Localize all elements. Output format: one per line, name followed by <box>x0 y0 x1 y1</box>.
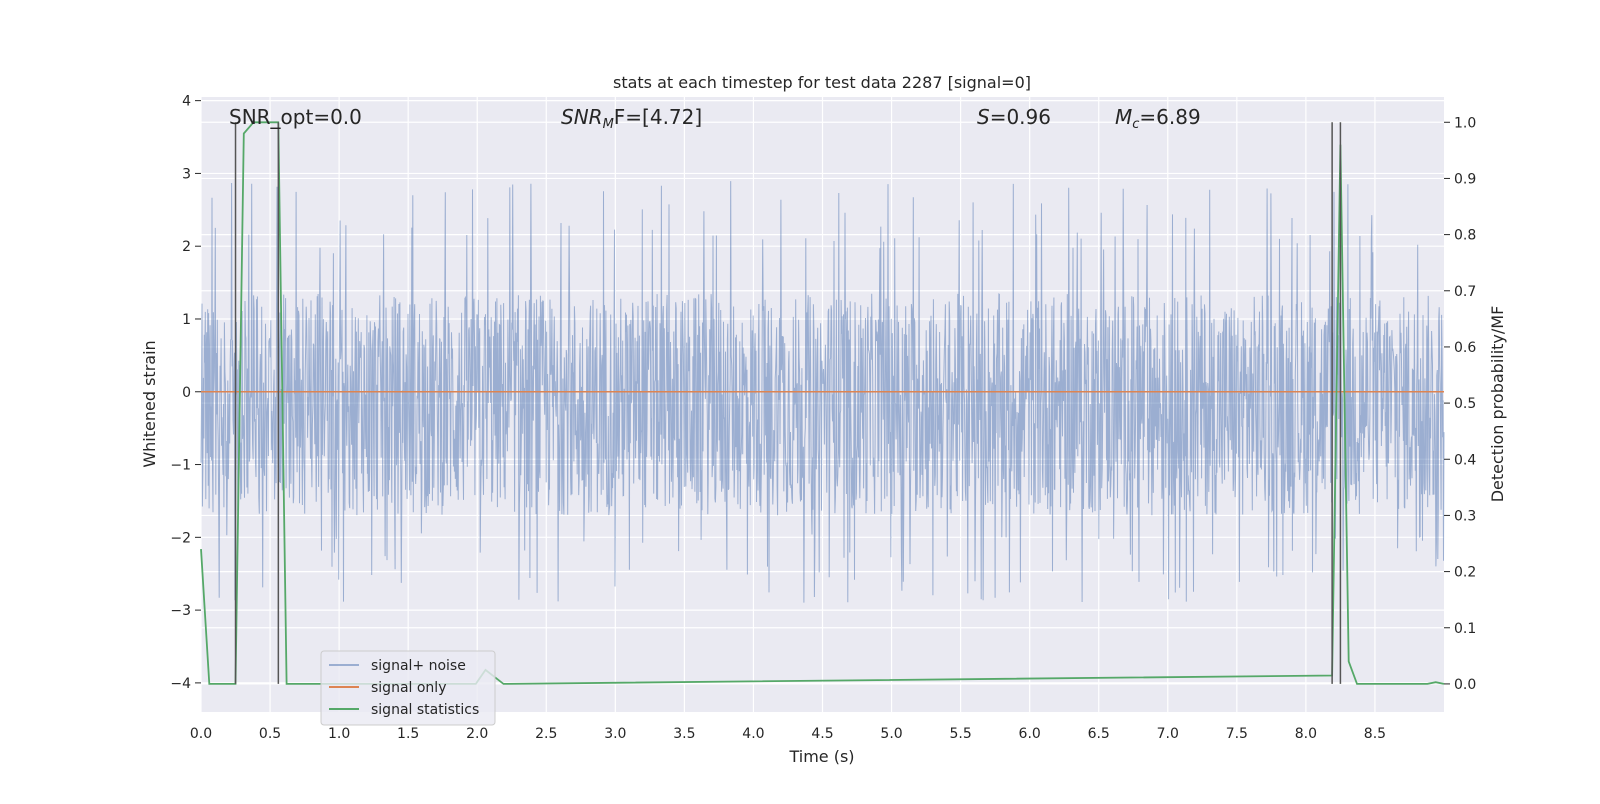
x-tick-label: 0.0 <box>190 726 212 742</box>
x-tick-label: 3.5 <box>673 726 695 742</box>
annotation-snr-mf: SNRMF=[4.72] <box>561 105 702 132</box>
x-tick-label: 8.0 <box>1295 726 1317 742</box>
y-tick-label: 3 <box>182 166 191 182</box>
x-tick-label: 1.0 <box>328 726 350 742</box>
y2-axis-label: Detection probability/MF <box>1488 306 1507 503</box>
y2-tick-label: 0.4 <box>1454 452 1476 468</box>
annotation-snr-mf-sub: M <box>603 117 614 132</box>
y-tick-label: −3 <box>170 603 191 619</box>
y2-tick-label: 0.2 <box>1454 565 1476 581</box>
annotation-s-main: S <box>977 105 990 129</box>
x-tick-label: 7.0 <box>1157 726 1179 742</box>
legend: signal+ noise signal only signal statist… <box>320 650 496 726</box>
x-tick-label: 6.0 <box>1019 726 1041 742</box>
y2-tick-label: 0.0 <box>1454 677 1476 693</box>
annotation-snr-mf-main: SNR <box>561 105 603 129</box>
y2-tick-label: 0.3 <box>1454 508 1476 524</box>
y-tick-label: 1 <box>182 312 191 328</box>
annotation-mc-sub: c <box>1132 117 1139 132</box>
annotation-s: S=0.96 <box>977 105 1051 129</box>
x-tick-label: 1.5 <box>397 726 419 742</box>
x-tick-label: 2.0 <box>466 726 488 742</box>
legend-label-signal-only: signal only <box>371 680 446 696</box>
legend-box <box>320 650 496 726</box>
vertical-markers <box>234 122 1342 684</box>
x-tick-label: 2.5 <box>535 726 557 742</box>
y2-tick-label: 0.9 <box>1454 171 1476 187</box>
y-tick-label: −4 <box>170 676 191 692</box>
annotation-mc: Mc=6.89 <box>1115 105 1201 132</box>
x-tick-label: 8.5 <box>1364 726 1386 742</box>
axes: 0.0 0.5 1.0 1.5 2.0 2.5 3.0 3.5 4.0 4.5 5.0 5.5 6.0 6… <box>170 94 1476 742</box>
x-tick-label: 6.5 <box>1088 726 1110 742</box>
y2-tick-label: 0.5 <box>1454 396 1476 412</box>
x-tick-label: 3.0 <box>604 726 626 742</box>
annotation-s-tail: =0.96 <box>990 105 1051 129</box>
x-tick-label: 4.0 <box>742 726 764 742</box>
x-tick-label: 0.5 <box>259 726 281 742</box>
annotations: SNR_opt=0.0 SNRMF=[4.72] S=0.96 Mc=6.89 <box>229 105 1201 132</box>
x-tick-label: 5.5 <box>949 726 971 742</box>
y2-tick-label: 0.6 <box>1454 340 1476 356</box>
annotation-snr-mf-tail: F=[4.72] <box>614 105 702 129</box>
legend-label-signal-statistics: signal statistics <box>371 702 479 718</box>
grid <box>200 97 1444 712</box>
y2-tick-label: 0.7 <box>1454 284 1476 300</box>
y-tick-label: 2 <box>182 239 191 255</box>
annotation-snr-opt: SNR_opt=0.0 <box>229 105 362 129</box>
y-tick-label: −1 <box>170 458 191 474</box>
y-tick-label: 0 <box>182 385 191 401</box>
annotation-mc-main: M <box>1115 105 1132 129</box>
x-tick-label: 7.5 <box>1226 726 1248 742</box>
y2-tick-label: 0.8 <box>1454 228 1476 244</box>
y-tick-label: −2 <box>170 530 191 546</box>
chart-title: stats at each timestep for test data 228… <box>613 73 1031 92</box>
legend-label-signal-noise: signal+ noise <box>371 658 466 674</box>
x-tick-label: 4.5 <box>811 726 833 742</box>
y-tick-label: 4 <box>182 94 191 110</box>
series-signal-noise-line <box>200 181 1445 603</box>
y-axis-label: Whitened strain <box>140 340 159 467</box>
x-tick-label: 5.0 <box>880 726 902 742</box>
x-axis-label: Time (s) <box>788 747 854 766</box>
y2-tick-label: 1.0 <box>1454 115 1476 131</box>
annotation-mc-tail: =6.89 <box>1139 105 1200 129</box>
y2-tick-label: 0.1 <box>1454 621 1476 637</box>
